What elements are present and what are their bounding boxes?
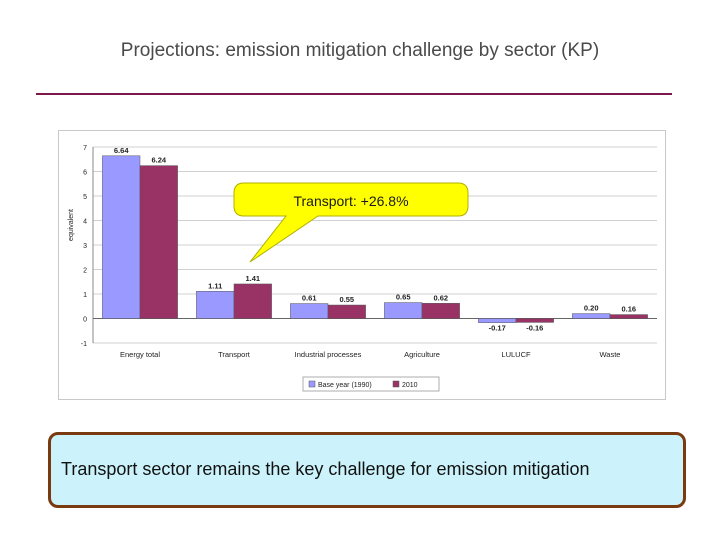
bar bbox=[572, 313, 611, 319]
message-box: Transport sector remains the key challen… bbox=[48, 432, 686, 508]
bar bbox=[478, 318, 517, 323]
data-label: 1.11 bbox=[208, 281, 222, 290]
y-tick-label: 5 bbox=[83, 194, 87, 201]
legend-swatch bbox=[392, 380, 400, 388]
chart-frame: -1 0 1 2 3 4 5 6 7 equivalent 6.64 6.24 Energy total… bbox=[58, 130, 666, 400]
data-label: 0.62 bbox=[433, 293, 448, 302]
bar-chart: -1 0 1 2 3 4 5 6 7 equivalent 6.64 6.24 Energy total… bbox=[68, 145, 657, 392]
callout-label: Transport: +26.8% bbox=[293, 193, 409, 209]
bar bbox=[139, 165, 178, 319]
legend-box bbox=[302, 376, 440, 392]
bar bbox=[290, 303, 329, 319]
bar bbox=[421, 303, 460, 319]
y-tick-label: -1 bbox=[81, 341, 87, 348]
bar bbox=[327, 304, 366, 319]
data-label: 0.20 bbox=[584, 304, 599, 313]
data-label: 0.61 bbox=[302, 294, 317, 303]
data-label: 6.64 bbox=[114, 146, 129, 155]
y-tick-label: 1 bbox=[83, 292, 87, 299]
x-tick-label: Waste bbox=[600, 350, 621, 359]
data-label: -0.17 bbox=[489, 324, 506, 333]
bar bbox=[609, 314, 648, 319]
data-label: -0.16 bbox=[526, 324, 543, 333]
data-label: 0.55 bbox=[339, 295, 354, 304]
legend-label: 2010 bbox=[402, 382, 418, 389]
message-text: Transport sector remains the key challen… bbox=[61, 459, 590, 479]
y-tick-label: 0 bbox=[83, 317, 87, 324]
y-tick-label: 7 bbox=[83, 145, 87, 152]
y-tick-label: 4 bbox=[83, 219, 87, 226]
bar bbox=[515, 318, 554, 323]
x-tick-label: Transport bbox=[218, 350, 251, 359]
data-label: 1.41 bbox=[245, 274, 260, 283]
legend-swatch bbox=[308, 380, 316, 388]
title-rule bbox=[36, 93, 672, 95]
data-label: 6.24 bbox=[151, 156, 166, 165]
bar bbox=[102, 155, 141, 319]
x-tick-label: Agriculture bbox=[404, 350, 440, 359]
data-label: 0.16 bbox=[621, 305, 636, 314]
x-tick-label: Industrial processes bbox=[295, 350, 362, 359]
y-tick-label: 2 bbox=[83, 268, 87, 275]
x-tick-label: LULUCF bbox=[501, 350, 531, 359]
bar bbox=[233, 283, 272, 319]
y-tick-label: 3 bbox=[83, 243, 87, 250]
data-label: 0.65 bbox=[396, 293, 411, 302]
x-tick-label: Energy total bbox=[120, 350, 160, 359]
y-axis-title: equivalent bbox=[68, 209, 75, 241]
legend-label: Base year (1990) bbox=[318, 382, 372, 389]
bar bbox=[196, 291, 235, 319]
bar bbox=[384, 302, 423, 319]
y-tick-label: 6 bbox=[83, 170, 87, 177]
slide-title: Projections: emission mitigation challen… bbox=[120, 40, 600, 61]
